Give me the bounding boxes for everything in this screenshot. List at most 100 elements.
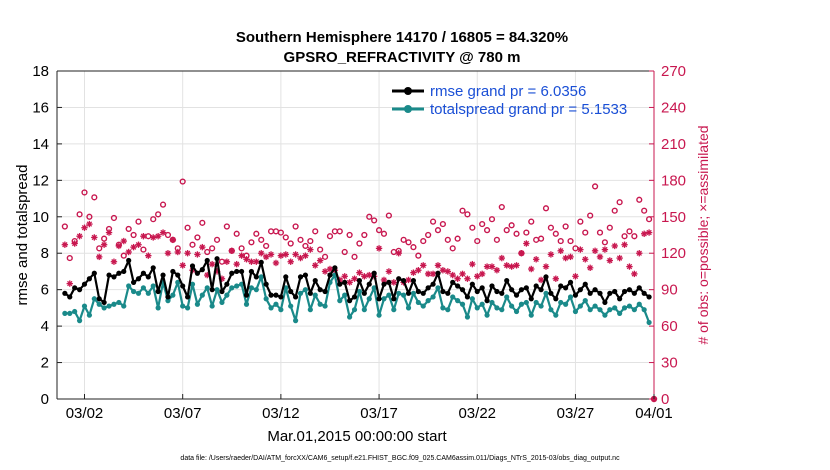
totalspread-point bbox=[425, 298, 431, 304]
rmse-point bbox=[641, 290, 647, 296]
asterisk-stroke bbox=[464, 276, 471, 282]
asterisk-stroke bbox=[278, 252, 284, 259]
rmse-point bbox=[337, 281, 343, 287]
rmse-point bbox=[209, 287, 215, 293]
obs-possible-point bbox=[528, 218, 535, 225]
rmse-point bbox=[533, 283, 539, 289]
totalspread-point bbox=[563, 301, 569, 307]
obs-assimilated-point bbox=[115, 242, 123, 250]
totalspread-point bbox=[214, 287, 220, 293]
asterisk-stroke bbox=[179, 262, 186, 269]
totalspread-point bbox=[636, 301, 642, 307]
obs-possible-point bbox=[101, 235, 108, 242]
obs-possible-point bbox=[591, 183, 599, 190]
obs-assimilated-point bbox=[351, 275, 358, 282]
x-tick-label: 03/27 bbox=[557, 405, 595, 422]
obs-possible-point bbox=[81, 189, 88, 196]
rmse-point bbox=[577, 287, 583, 293]
obs-possible-point bbox=[135, 218, 142, 225]
rmse-point bbox=[538, 287, 544, 293]
y2-tick-label: 270 bbox=[661, 63, 686, 80]
asterisk-stroke bbox=[111, 259, 117, 265]
obs-assimilated-point bbox=[346, 279, 353, 286]
y-tick-label: 0 bbox=[41, 391, 49, 408]
totalspread-point bbox=[106, 303, 112, 309]
asterisk-stroke bbox=[430, 271, 436, 277]
asterisk-stroke bbox=[307, 246, 314, 253]
obs-assimilated-point bbox=[572, 273, 579, 280]
asterisk-stroke bbox=[636, 250, 642, 256]
rmse-point bbox=[607, 290, 613, 296]
asterisk-stroke bbox=[209, 261, 215, 267]
x-tick-label: 03/22 bbox=[458, 405, 496, 422]
rmse-point bbox=[199, 267, 205, 273]
asterisk-stroke bbox=[361, 273, 368, 280]
totalspread-point bbox=[224, 292, 230, 298]
rmse-point bbox=[268, 292, 274, 298]
obs-possible-point bbox=[125, 225, 132, 233]
rmse-point bbox=[219, 288, 225, 295]
rmse-point bbox=[504, 277, 510, 284]
legend: rmse grand pr = 6.0356 totalspread grand… bbox=[392, 83, 627, 118]
totalspread-point bbox=[116, 299, 122, 306]
totalspread-point bbox=[513, 308, 520, 315]
x-tick-label: 03/07 bbox=[164, 405, 202, 422]
rmse-point bbox=[518, 287, 525, 293]
obs-assimilated-point bbox=[140, 233, 147, 240]
obs-possible-point bbox=[454, 235, 461, 242]
asterisk-stroke bbox=[346, 279, 353, 286]
rmse-point bbox=[455, 283, 461, 289]
asterisk-stroke bbox=[287, 259, 294, 265]
obs-possible-point bbox=[641, 207, 648, 214]
legend-spread-marker bbox=[404, 105, 412, 113]
obs-possible-point bbox=[204, 248, 211, 256]
y-tick-label: 8 bbox=[41, 245, 49, 262]
obs-assimilated-point bbox=[302, 252, 309, 259]
asterisk-stroke bbox=[607, 257, 613, 264]
obs-possible-point bbox=[287, 240, 294, 247]
totalspread-point bbox=[499, 307, 505, 313]
obs-assimilated-point bbox=[223, 258, 231, 265]
totalspread-point bbox=[518, 301, 525, 307]
obs-assimilated-point bbox=[76, 233, 83, 240]
asterisk-stroke bbox=[86, 221, 93, 227]
obs-assimilated-point bbox=[577, 246, 584, 253]
asterisk-stroke bbox=[474, 273, 480, 280]
x-tick-label: 03/17 bbox=[360, 405, 398, 422]
obs-possible-point bbox=[601, 239, 609, 246]
rmse-point bbox=[62, 290, 68, 296]
obs-assimilated-point bbox=[292, 251, 299, 258]
totalspread-point bbox=[184, 305, 191, 311]
rmse-point bbox=[130, 279, 137, 285]
obs-assimilated-point bbox=[135, 241, 142, 248]
obs-assimilated-point bbox=[498, 254, 506, 262]
totalspread-point bbox=[297, 290, 304, 296]
obs-assimilated-point bbox=[164, 250, 172, 257]
totalspread-point bbox=[415, 299, 421, 306]
obs-assimilated-point bbox=[621, 241, 628, 248]
asterisk-stroke bbox=[499, 255, 505, 261]
obs-possible-point bbox=[405, 239, 412, 246]
totalspread-point bbox=[361, 307, 367, 313]
obs-assimilated-point bbox=[503, 262, 510, 269]
asterisk-stroke bbox=[258, 250, 264, 256]
obs-possible-point bbox=[361, 231, 368, 239]
obs-assimilated-point bbox=[616, 254, 623, 262]
totalspread-point bbox=[646, 319, 652, 326]
totalspread-point bbox=[479, 301, 485, 307]
obs-assimilated-point bbox=[125, 248, 132, 256]
obs-possible-point bbox=[317, 246, 324, 253]
asterisk-stroke bbox=[425, 271, 431, 277]
obs-possible-point bbox=[213, 236, 221, 243]
obs-assimilated-point bbox=[586, 264, 594, 271]
totalspread-point bbox=[617, 310, 623, 316]
rmse-point bbox=[474, 288, 480, 295]
obs-assimilated-point bbox=[277, 252, 285, 259]
obs-possible-point bbox=[312, 228, 319, 235]
asterisk-stroke bbox=[567, 254, 574, 260]
rmse-point bbox=[543, 274, 549, 280]
obs-assimilated-point bbox=[71, 240, 78, 247]
obs-possible-point bbox=[164, 231, 172, 239]
totalspread-point bbox=[528, 312, 534, 318]
totalspread-point bbox=[567, 294, 574, 300]
